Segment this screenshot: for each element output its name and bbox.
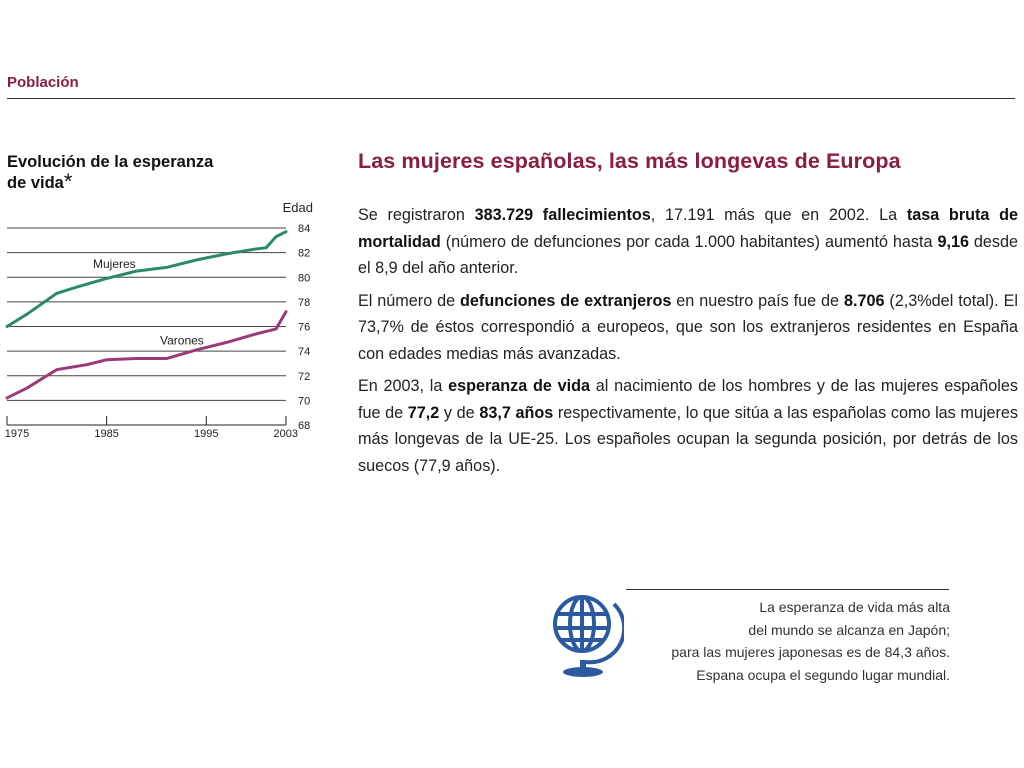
x-tick-label: 1985 [94,428,118,440]
y-axis-label: Edad [283,200,313,215]
paragraph-text: Se registraron [358,206,475,224]
article-paragraph: Se registraron 383.729 fallecimientos, 1… [358,202,1018,282]
series-label: Mujeres [93,257,136,271]
paragraph-text: El número de [358,291,461,310]
paragraph-text: desde el 8,9 del año anterior. [358,232,1018,278]
article-headline: Las mujeres españolas, las más longevas … [358,149,901,173]
y-tick-label: 72 [298,371,310,383]
chart-title-line2: de vida [7,174,64,192]
article-paragraph: En 2003, la esperanza de vida al nacimie… [358,373,1018,479]
chart-title-asterisk: * [63,169,73,194]
chart-title: Evolución de la esperanza de vida* [7,152,287,194]
y-tick-label: 70 [298,395,310,407]
note-divider [626,589,949,590]
x-tick-label: 1995 [194,428,218,440]
x-tick-label: 2003 [274,428,298,440]
y-tick-label: 74 [298,346,310,358]
note-line: para las mujeres japonesas es de 84,3 añ… [671,644,950,660]
highlight-text: 8.706 [843,291,885,310]
globe-icon [553,595,624,677]
highlight-text: 83,7 años [479,403,554,422]
paragraph-text: , 17.191 más que en 2002. La [650,206,907,224]
article-paragraph: El número de defunciones de extranjeros … [358,288,1018,368]
x-tick-label: 1975 [5,428,29,440]
paragraph-text: En 2003, la [358,377,449,395]
highlight-text: 9,16 [937,232,969,251]
paragraph-text: (número de defunciones por cada 1.000 ha… [440,232,938,251]
paragraph-text: respectivamente, lo que sitúa a las espa… [358,403,1018,475]
series-label: Varones [160,333,204,347]
paragraph-text: en nuestro país fue de [671,291,844,310]
series-line-varones [5,310,288,400]
note-line: del mundo se alcanza en Japón; [748,621,950,638]
series-line-mujeres [5,230,288,328]
japan-note: La esperanza de vida más alta del mundo s… [600,596,950,686]
section-title: Población [7,74,79,91]
highlight-text: defunciones de extranjeros [460,291,672,310]
y-tick-label: 84 [298,223,310,235]
highlight-text: 77,2 [407,403,440,422]
paragraph-text: al nacimiento de los hombres y de las mu… [358,377,1018,422]
y-tick-label: 68 [298,420,310,432]
y-tick-label: 78 [298,297,310,309]
life-expectancy-chart: 68 70 72 74 76 78 80 82 84 Edad 1975 1985 1995 2003 Mu… [5,200,313,440]
y-tick-label: 80 [298,272,310,284]
paragraph-text: (2,3%del total). El 73,7% de éstos corre… [358,291,1018,363]
note-line: Espana ocupa el segundo lugar mundial. [696,666,950,683]
article-body: Se registraron 383.729 fallecimientos, 1… [358,202,1018,485]
y-tick-label: 82 [298,248,310,260]
chart-title-line1: Evolución de la esperanza [7,153,214,171]
section-divider [7,98,1015,99]
note-line: La esperanza de vida más alta [759,599,950,615]
highlight-text: esperanza de vida [448,377,591,395]
highlight-text: tasa bruta de mortalidad [358,206,1018,251]
paragraph-text: y de [439,403,480,422]
y-tick-label: 76 [298,322,310,334]
highlight-text: 383.729 fallecimientos [474,206,651,224]
